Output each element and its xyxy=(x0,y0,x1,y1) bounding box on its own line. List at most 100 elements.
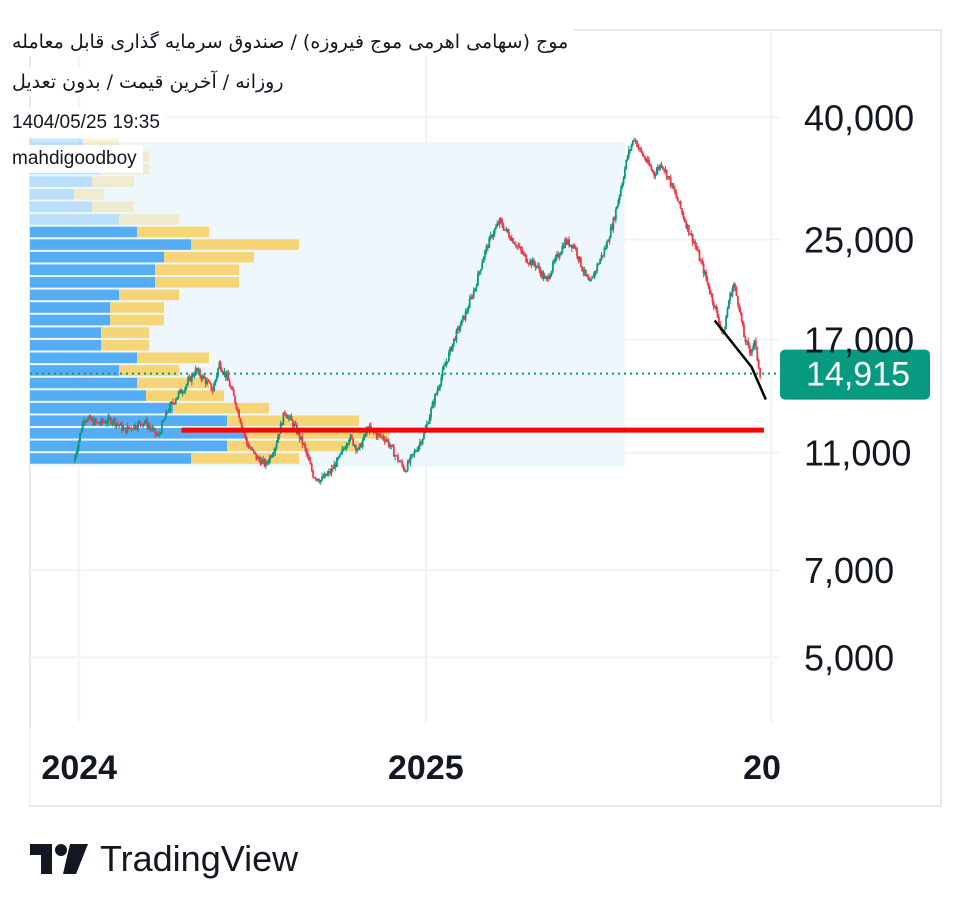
candle-body xyxy=(398,461,401,463)
candle-body xyxy=(345,445,348,449)
candle-body xyxy=(756,347,759,361)
candle-body xyxy=(682,212,685,219)
candle-body xyxy=(562,245,565,248)
candle-body xyxy=(606,241,608,248)
candle-body xyxy=(129,427,132,429)
candle-body xyxy=(690,233,693,235)
candle-body xyxy=(264,461,267,466)
candle-body xyxy=(281,423,283,425)
candle-body xyxy=(101,419,104,423)
candle-body xyxy=(486,246,489,249)
volume-profile-sell-bar xyxy=(101,339,149,351)
candle-body xyxy=(305,448,308,454)
candle-body xyxy=(300,436,302,440)
time-axis[interactable]: 2024 2025 202 xyxy=(30,728,940,804)
candle-body xyxy=(530,260,533,266)
candle-body xyxy=(318,480,321,483)
candle-body xyxy=(439,384,441,388)
candle-body xyxy=(378,433,381,435)
candle-body xyxy=(497,223,500,225)
candle-body xyxy=(654,175,657,177)
candle-body xyxy=(509,237,512,241)
volume-profile-sell-bar xyxy=(137,352,209,364)
candle-body xyxy=(80,430,83,434)
candle-body xyxy=(488,237,491,249)
candle-body xyxy=(524,253,526,255)
candle-body xyxy=(595,270,597,272)
candle-body xyxy=(154,428,157,435)
candle-body xyxy=(444,365,446,367)
candle-body xyxy=(749,352,752,354)
candle-body xyxy=(263,459,266,466)
candle-body xyxy=(583,269,586,273)
candle-body xyxy=(105,422,108,424)
candle-body xyxy=(671,183,673,187)
candle-body xyxy=(701,261,704,264)
candle-body xyxy=(542,272,545,279)
candle-body xyxy=(111,421,114,424)
candle-body xyxy=(634,140,637,142)
candle-body xyxy=(319,479,322,483)
candle-body xyxy=(597,264,600,266)
candle-body xyxy=(464,311,467,320)
candle-body xyxy=(302,443,305,445)
candle-body xyxy=(401,461,404,466)
candle-body xyxy=(531,259,534,266)
candle-body xyxy=(691,233,694,243)
candle-body xyxy=(169,403,172,412)
tradingview-brand[interactable]: TradingView xyxy=(30,838,298,880)
candle-body xyxy=(660,164,663,167)
candle-body xyxy=(472,290,475,298)
candle-body xyxy=(254,451,256,454)
candle-body xyxy=(710,293,713,295)
candle-body xyxy=(716,310,719,318)
candle-body xyxy=(137,422,139,429)
candlestick-series xyxy=(73,137,762,485)
candle-body xyxy=(623,168,626,179)
candle-body xyxy=(446,361,449,363)
candle-body xyxy=(727,300,730,309)
candle-body xyxy=(512,238,514,244)
candle-body xyxy=(340,452,342,455)
candle-body xyxy=(290,416,293,421)
candle-body xyxy=(159,432,162,434)
candle-body xyxy=(228,380,231,387)
volume-profile-buy-bar xyxy=(30,264,155,276)
candle-body xyxy=(529,260,532,264)
candle-body xyxy=(695,245,698,250)
candle-body xyxy=(93,419,96,426)
candle-body xyxy=(414,451,417,453)
candle-body xyxy=(600,254,603,260)
candle-body xyxy=(359,443,361,448)
price-axis[interactable]: 40,000 25,000 17,000 11,000 7,000 5,000 xyxy=(804,97,914,678)
candle-body xyxy=(390,444,393,447)
candle-body xyxy=(337,457,340,459)
candle-body xyxy=(435,393,438,395)
candle-body xyxy=(364,434,367,436)
candle-body xyxy=(626,156,629,160)
candle-body xyxy=(629,149,632,151)
candle-body xyxy=(81,422,84,431)
candle-body xyxy=(252,449,255,452)
candle-body xyxy=(641,151,644,156)
candle-body xyxy=(125,427,127,433)
last-price-label: 14,915 xyxy=(806,356,910,394)
candle-body xyxy=(232,389,235,396)
candle-body xyxy=(172,401,174,403)
volume-profile-sell-bar xyxy=(119,214,179,225)
candle-body xyxy=(518,246,521,248)
volume-profile-buy-bar xyxy=(30,201,92,213)
candle-body xyxy=(238,409,240,419)
candle-body xyxy=(107,417,110,423)
candle-body xyxy=(527,263,530,265)
candle-body xyxy=(416,450,419,452)
candle-body xyxy=(409,456,412,463)
candle-body xyxy=(92,419,95,426)
candle-body xyxy=(622,178,625,184)
candle-body xyxy=(356,449,359,451)
y-tick-label: 11,000 xyxy=(804,433,911,474)
candle-body xyxy=(289,416,292,418)
candle-body xyxy=(291,420,294,427)
candle-body xyxy=(456,327,459,330)
